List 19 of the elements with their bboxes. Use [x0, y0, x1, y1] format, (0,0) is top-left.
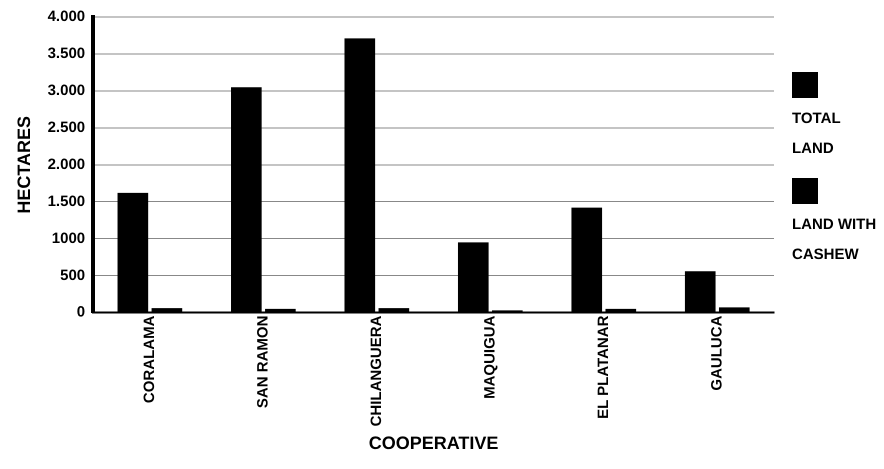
y-axis-title: HECTARES	[14, 116, 34, 214]
y-tick-label: 500	[60, 266, 86, 284]
x-tick-label: CHILANGUERA	[368, 315, 385, 426]
x-axis-title: COOPERATIVE	[368, 433, 498, 454]
y-tick-label: 1.500	[48, 192, 86, 210]
x-tick-label: SAN RAMON	[254, 316, 272, 408]
y-tick-label: 3.000	[48, 82, 86, 100]
y-tick-label: 4.000	[48, 8, 86, 26]
x-tick-label: CORALAMA	[141, 315, 158, 404]
y-tick-label: 2.000	[48, 156, 86, 173]
y-tick-label: 0	[76, 304, 86, 321]
x-tick-label: EL PLATANAR	[594, 315, 612, 419]
legend-label: LAND WITH CASHEW	[792, 215, 878, 265]
y-tick-label: 2.500	[48, 118, 86, 136]
x-tick-label: MAQUIGUA	[481, 315, 498, 399]
x-tick-label: GAULUCA	[708, 315, 726, 391]
y-tick-label: 3.500	[48, 45, 86, 62]
legend-label: TOTAL LAND	[792, 109, 842, 159]
y-tick-label: 1000	[52, 230, 86, 247]
